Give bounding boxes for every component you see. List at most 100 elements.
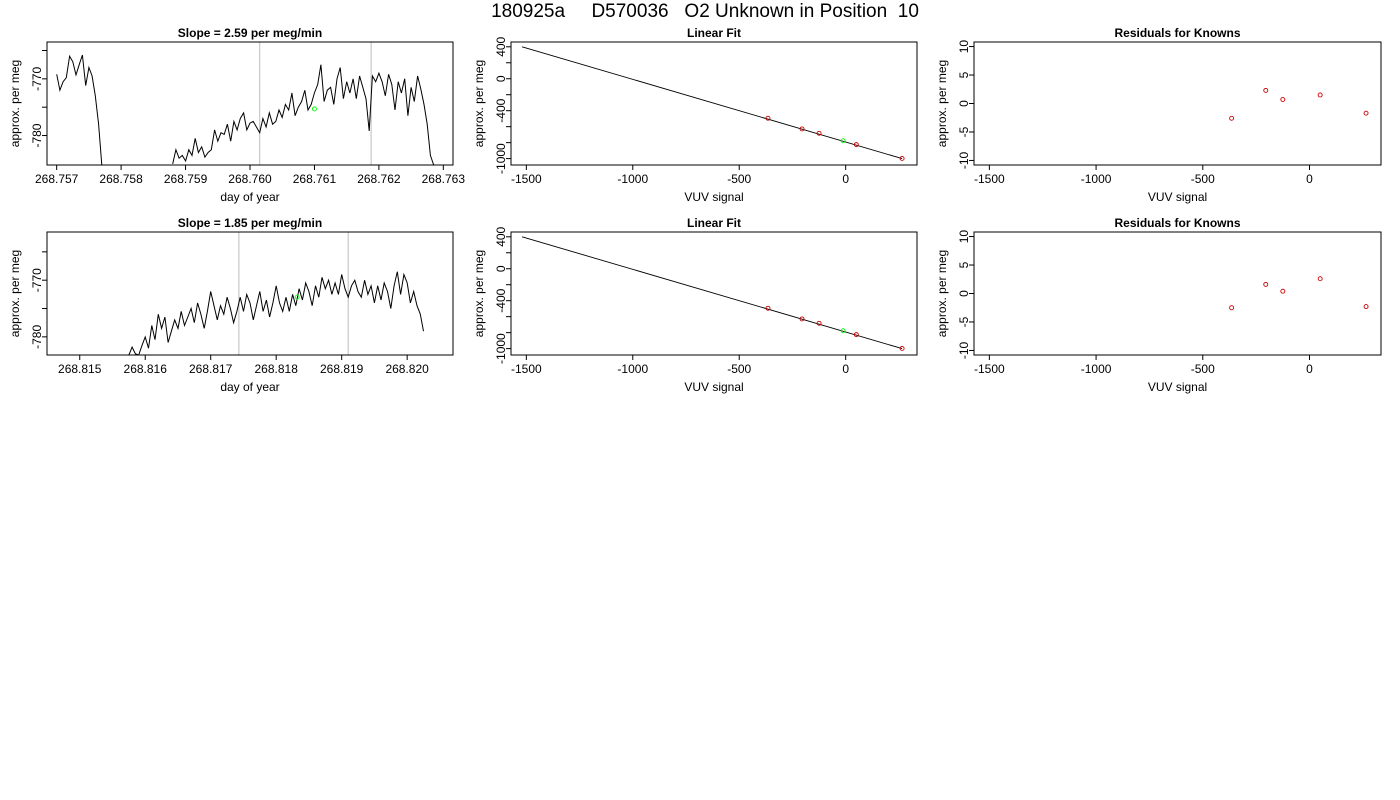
- y-tick-label: -400: [494, 288, 508, 312]
- data-point: [1317, 276, 1323, 282]
- y-tick-label: -5: [957, 126, 971, 137]
- fit-line: [521, 236, 903, 350]
- plot-frame: [973, 231, 1382, 356]
- x-tick-label: 0: [842, 172, 849, 186]
- data-point: [899, 156, 905, 161]
- y-tick-label: -400: [494, 98, 508, 122]
- y-axis-label: approx. per meg: [935, 60, 949, 147]
- unknown-marker: [311, 106, 317, 112]
- panel-res1: Residuals for Knowns -1500 -1000 -500 0 VUV s…: [935, 26, 1382, 204]
- x-tick-label: -1000: [617, 362, 648, 376]
- y-axis-label: approx. per meg: [472, 60, 486, 147]
- x-tick-label: -1000: [1081, 172, 1112, 186]
- plot-frame: [46, 41, 454, 166]
- chart-title: Linear Fit: [687, 26, 741, 40]
- data-point: [1317, 92, 1323, 98]
- x-tick-label: 0: [1306, 172, 1313, 186]
- unknown-marker: [294, 294, 300, 300]
- data-point: [765, 115, 771, 121]
- plot-area: [521, 236, 905, 351]
- x-tick-label: -500: [1191, 362, 1215, 376]
- x-tick-label: 268.815: [58, 362, 102, 376]
- data-point: [1263, 87, 1269, 93]
- x-tick-label: -500: [1191, 172, 1215, 186]
- chart-title: Linear Fit: [687, 216, 741, 230]
- x-tick-label: -500: [727, 172, 751, 186]
- plot-area: [128, 232, 424, 355]
- data-point: [816, 130, 822, 136]
- data-point: [1263, 281, 1269, 287]
- x-tick-label: -1500: [511, 172, 542, 186]
- unknown-marker: [840, 328, 846, 334]
- data-point: [799, 126, 805, 132]
- y-tick-label: -770: [30, 268, 44, 292]
- y-tick-label: -5: [957, 316, 971, 327]
- y-tick-label: 5: [957, 261, 971, 268]
- plot-area: [56, 42, 435, 165]
- data-point: [1280, 288, 1286, 294]
- y-tick-label: -1000: [494, 143, 508, 174]
- y-tick-label: 0: [957, 290, 971, 297]
- data-point: [899, 346, 905, 351]
- data-point: [1280, 97, 1286, 102]
- y-axis-label: approx. per meg: [935, 250, 949, 337]
- x-axis-label: VUV signal: [1148, 190, 1207, 204]
- data-point: [816, 320, 822, 326]
- plot-frame: [973, 41, 1382, 166]
- x-axis-label: day of year: [220, 190, 279, 204]
- x-axis-label: VUV signal: [684, 190, 743, 204]
- y-axis-label: approx. per meg: [8, 250, 22, 337]
- y-tick-label: -10: [957, 341, 971, 359]
- x-tick-label: -500: [727, 362, 751, 376]
- fit-line: [521, 46, 903, 160]
- x-tick-label: -1500: [974, 362, 1005, 376]
- y-tick-label: 10: [957, 40, 971, 54]
- page-title: 180925a D570036 O2 Unknown in Position 1…: [491, 1, 919, 22]
- x-tick-label: 268.760: [228, 172, 272, 186]
- data-point: [853, 332, 859, 338]
- data-point: [1363, 110, 1369, 116]
- y-axis-label: approx. per meg: [472, 250, 486, 337]
- x-tick-label: 268.757: [35, 172, 79, 186]
- data-point: [1363, 304, 1369, 310]
- y-tick-label: 5: [957, 71, 971, 78]
- unknown-marker: [840, 138, 846, 144]
- x-tick-label: 268.818: [254, 362, 298, 376]
- x-axis-label: day of year: [220, 380, 279, 394]
- plot-frame: [510, 231, 918, 356]
- chart-title: Residuals for Knowns: [1114, 216, 1240, 230]
- data-point: [853, 142, 859, 148]
- series-line: [172, 64, 435, 165]
- plot-frame: [46, 231, 454, 356]
- x-tick-label: 268.763: [422, 172, 466, 186]
- y-tick-label: 0: [494, 265, 508, 272]
- x-tick-label: 268.816: [124, 362, 168, 376]
- plot-area: [1229, 87, 1369, 121]
- y-tick-label: 0: [957, 100, 971, 107]
- x-tick-label: 268.820: [385, 362, 429, 376]
- y-tick-label: -10: [957, 151, 971, 169]
- chart-title: Slope = 1.85 per meg/min: [178, 216, 322, 230]
- y-tick-label: 400: [494, 226, 508, 246]
- x-tick-label: 0: [842, 362, 849, 376]
- x-tick-label: -1500: [974, 172, 1005, 186]
- y-tick-label: -780: [30, 123, 44, 147]
- data-point: [1229, 305, 1235, 311]
- x-tick-label: 268.819: [320, 362, 364, 376]
- plot-frame: [510, 41, 918, 166]
- x-tick-label: 268.761: [293, 172, 337, 186]
- data-point: [765, 305, 771, 311]
- y-tick-label: -770: [30, 67, 44, 91]
- x-tick-label: 268.758: [99, 172, 143, 186]
- x-tick-label: 0: [1306, 362, 1313, 376]
- y-tick-label: 10: [957, 230, 971, 244]
- x-tick-label: 268.762: [357, 172, 401, 186]
- data-point: [799, 316, 805, 322]
- x-axis-label: VUV signal: [684, 380, 743, 394]
- x-axis-label: VUV signal: [1148, 380, 1207, 394]
- panel-res2: Residuals for Knowns -1500 -1000 -500 0 VUV s…: [935, 216, 1382, 394]
- chart-title: Slope = 2.59 per meg/min: [178, 26, 322, 40]
